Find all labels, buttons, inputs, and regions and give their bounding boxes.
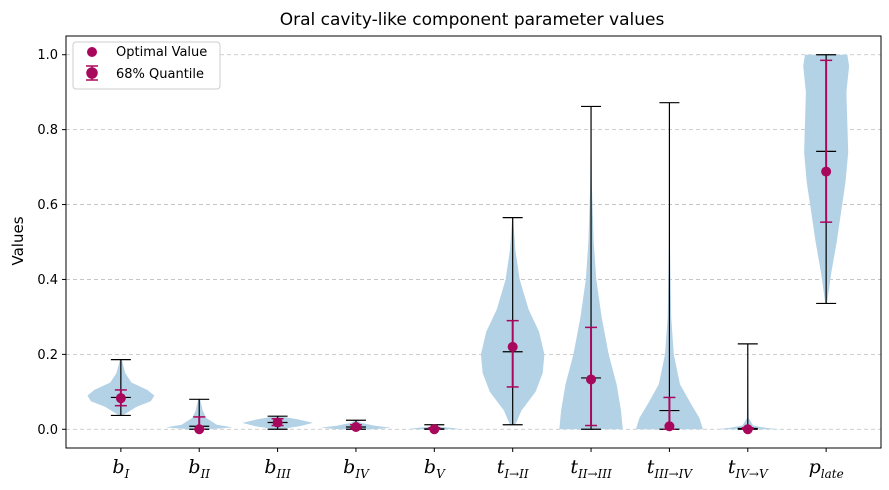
x-tick-label-base: t [728,456,736,478]
whiskers [110,54,837,430]
optimal-value-point [115,393,126,404]
optimal-value-point [350,422,361,433]
x-tick-label: tIV→V [728,456,769,481]
x-tick-label-subscript: IV→V [735,467,769,481]
x-ticks: bI bII bIII bIV bV tI→II tII→III tIII→IV tIV→V pl… [112,448,844,481]
x-tick-label-subscript: II [200,467,211,481]
legend-optimal-label: Optimal Value [116,45,207,60]
y-tick-label: 0.4 [37,273,58,288]
x-tick-label: bIII [264,456,291,481]
x-tick-label-subscript: V [436,467,446,481]
x-tick-label-subscript: late [821,467,844,481]
optimal-value-point [507,341,518,352]
x-tick-label-subscript: II→III [577,467,612,481]
legend-optimal-marker [87,47,97,57]
x-tick-label-base: b [112,456,124,478]
optimal-value-point [194,424,205,435]
legend-quantile-marker [86,65,98,81]
optimal-value-point [742,424,753,435]
x-tick-label-base: t [570,456,578,478]
y-ticks: 0.0 0.2 0.4 0.6 0.8 1.0 [37,48,66,438]
x-tick-label-subscript: I→II [503,467,529,481]
x-tick-label: tII→III [570,456,612,481]
x-tick-label: bII [188,456,210,481]
x-tick-label-subscript: IV [354,467,370,481]
violins [87,54,850,430]
x-tick-label-subscript: III [276,467,291,481]
x-tick-label-subscript: I [124,467,130,481]
x-tick-label-base: b [188,456,200,478]
x-tick-label-base: b [343,456,355,478]
x-tick-label-base: t [647,456,655,478]
optimal-value-point [272,417,283,428]
plot-frame [65,35,882,449]
optimal-value-point [664,421,675,432]
y-tick-label: 0.0 [37,423,58,438]
legend-quantile-label: 68% Quantile [116,67,204,82]
optimal-value-point [586,374,597,385]
x-tick-label-base: p [809,456,821,478]
x-tick-label-subscript: III→IV [653,467,693,481]
optimal-value-point [821,166,832,177]
x-tick-label: bIV [343,456,370,481]
x-tick-label: bI [112,456,129,481]
x-tick-label: plate [809,456,844,481]
x-tick-label-base: b [264,456,276,478]
y-tick-label: 0.6 [37,198,58,213]
x-tick-label: bV [424,456,446,481]
y-tick-label: 0.2 [37,348,58,363]
grid-lines [66,54,881,430]
quantile-errorbars [114,59,833,435]
y-axis-label: Values [9,216,27,265]
legend-box [72,41,221,90]
chart-title: Oral cavity-like component parameter val… [280,10,665,30]
legend: Optimal Value 68% Quantile [72,41,221,90]
x-tick-label: tIII→IV [647,456,694,481]
y-tick-label: 1.0 [37,48,58,63]
optimal-value-point [429,424,440,435]
x-tick-label-base: b [424,456,436,478]
x-tick-label: tI→II [497,456,529,481]
x-tick-label-base: t [497,456,505,478]
y-tick-label: 0.8 [37,123,58,138]
